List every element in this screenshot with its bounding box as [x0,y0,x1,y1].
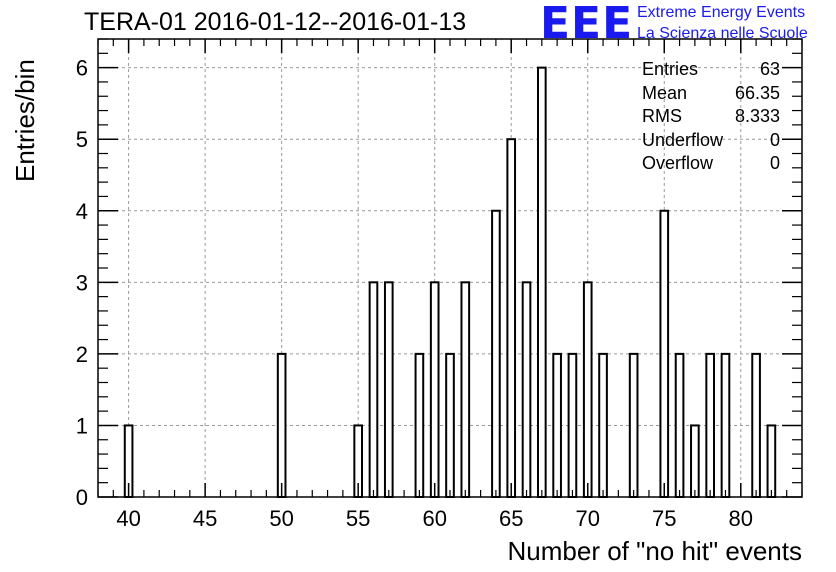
stats-value: 0 [769,153,780,173]
histogram-bar [414,352,425,498]
x-tick-label: 45 [193,506,217,531]
histogram-bar [521,281,532,498]
y-tick-label: 4 [76,199,88,224]
histogram-bar [705,352,716,498]
histogram-bar [537,66,547,498]
eee-logo: EEE [540,0,634,49]
histogram-bar [506,138,517,498]
x-tick-label: 75 [652,506,676,531]
stats-row-entries: Entries 63 [642,58,780,82]
stats-value: 63 [759,59,780,79]
y-tick-label: 5 [76,127,88,152]
x-tick-label: 40 [116,506,140,531]
histogram-bar [567,352,578,498]
stats-row-underflow: Underflow 0 [642,129,780,153]
y-tick-label: 0 [76,485,88,510]
stats-label: Overflow [642,153,714,173]
x-tick-label: 50 [269,506,293,531]
y-tick-label: 1 [76,413,88,438]
x-axis-label: Number of "no hit" events [507,536,803,566]
stats-label: Underflow [642,129,724,150]
stats-row-rms: RMS 8.333 [642,105,780,129]
histogram-bar [674,352,685,498]
histogram-bar [766,424,777,498]
histogram-bar [598,352,608,498]
stats-row-mean: Mean 66.35 [642,82,780,106]
stats-label: Mean [642,82,688,103]
x-tick-label: 80 [729,506,753,531]
x-tick-label: 60 [422,506,446,531]
logo-line-1: Extreme Energy Events [637,4,806,21]
histogram-bar [751,352,761,498]
stats-value: 0 [769,129,780,150]
histogram-bar [429,281,440,498]
stats-box: Entries 63 Mean 66.35 RMS 8.333 Underflow 0 … [642,58,780,176]
histogram-bar [445,352,455,498]
histogram-bar [720,352,731,498]
chart-title: TERA-01 2016-01-12--2016-01-13 [84,8,467,36]
x-tick-label: 55 [346,506,370,531]
x-tick-label: 65 [499,506,523,531]
histogram-bar [690,424,700,498]
histogram-bar [383,281,394,498]
logo-line-2: La Scienza nelle Scuole [637,25,808,42]
stats-label: RMS [642,106,682,126]
histogram-bar [368,281,379,498]
histogram-bar [628,352,639,498]
histogram-bar [460,281,471,498]
histogram-bar [582,281,593,498]
histogram-bar [552,352,562,498]
stats-value: 8.333 [734,106,780,126]
histogram-bar [659,209,670,498]
y-tick-label: 2 [76,342,88,367]
stats-value: 66.35 [734,82,780,103]
stats-label: Entries [642,59,699,79]
plot-frame [97,38,803,498]
y-tick-label: 6 [76,56,88,81]
x-tick-label: 70 [575,506,599,531]
histogram-bar [276,352,287,498]
y-tick-label: 3 [76,270,88,295]
stats-row-overflow: Overflow 0 [642,152,780,176]
eee-logo-text: Extreme Energy Events La Scienza nelle S… [637,2,808,44]
y-axis-label: Entries/bin [10,59,40,182]
histogram-bar [491,209,501,498]
